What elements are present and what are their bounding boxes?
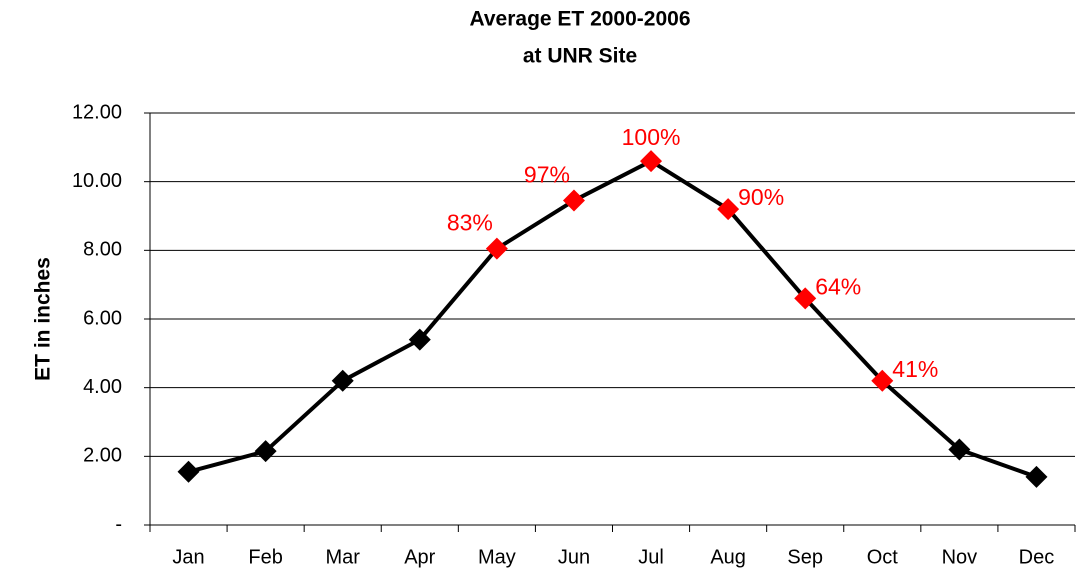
x-tick-label: Aug: [710, 546, 746, 568]
x-tick-label: Apr: [404, 546, 435, 568]
y-tick-label: 12.00: [72, 101, 122, 123]
x-tick-label: Sep: [787, 546, 823, 568]
x-tick-label: Oct: [867, 546, 899, 568]
x-tick-label: Mar: [325, 546, 360, 568]
point-label: 97%: [524, 162, 570, 188]
y-tick-label: 10.00: [72, 170, 122, 192]
chart-subtitle: at UNR Site: [523, 45, 637, 68]
y-tick-label: 8.00: [83, 239, 122, 261]
x-tick-label: Jan: [172, 546, 204, 568]
y-tick-label: 4.00: [83, 376, 122, 398]
x-tick-label: Feb: [248, 546, 282, 568]
x-tick-label: Dec: [1019, 546, 1055, 568]
marker: [408, 328, 431, 351]
marker: [1025, 465, 1048, 488]
x-tick-label: Jun: [558, 546, 590, 568]
marker: [485, 237, 508, 260]
y-tick-label: -: [115, 513, 122, 535]
x-tick-label: Jul: [638, 546, 664, 568]
marker: [254, 440, 277, 463]
marker: [871, 369, 894, 392]
marker: [640, 150, 663, 173]
y-tick-label: 6.00: [83, 307, 122, 329]
x-tick-label: May: [478, 546, 516, 568]
data-line: [188, 159, 1038, 479]
marker: [717, 198, 740, 221]
marker: [177, 460, 200, 483]
x-tick-label: Nov: [942, 546, 978, 568]
marker: [562, 189, 585, 212]
marker: [948, 438, 971, 461]
point-label: 90%: [738, 184, 784, 210]
point-label: 100%: [622, 124, 681, 150]
y-tick-label: 2.00: [83, 445, 122, 467]
point-label: 41%: [892, 356, 938, 382]
point-label: 64%: [815, 273, 861, 299]
point-label: 83%: [447, 210, 493, 236]
marker: [794, 287, 817, 310]
marker: [331, 369, 354, 392]
chart-title: Average ET 2000-2006: [469, 8, 690, 31]
y-axis-label: ET in inches: [32, 257, 55, 381]
